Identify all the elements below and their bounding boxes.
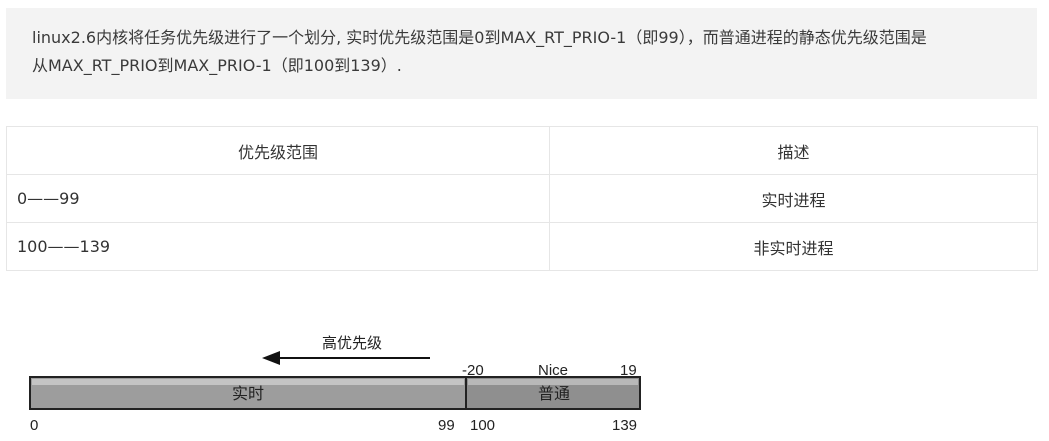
tick-139: 139 [612,417,637,434]
note-line-1: linux2.6内核将任务优先级进行了一个划分, 实时优先级范围是0到MAX_R… [32,28,927,47]
note-box: linux2.6内核将任务优先级进行了一个划分, 实时优先级范围是0到MAX_R… [6,8,1037,99]
note-line-2: 从MAX_RT_PRIO到MAX_PRIO-1（即100到139）. [32,56,402,75]
header-priority-range: 优先级范围 [6,126,550,175]
nice-label: Nice [538,362,568,379]
header-description: 描述 [549,126,1038,175]
table-row: 100——139 非实时进程 [6,222,1038,271]
nice-min-label: -20 [462,362,484,379]
priority-diagram: 高优先级 -20 Nice 19 实时 普通 0 99 100 139 [29,335,641,434]
table-header-row: 优先级范围 描述 [6,126,1038,175]
cell-description: 实时进程 [549,174,1038,223]
cell-range: 0——99 [6,174,550,223]
priority-table: 优先级范围 描述 0——99 实时进程 100——139 非实时进程 [6,126,1038,271]
tick-99: 99 [438,417,455,434]
realtime-label: 实时 [232,385,264,403]
tick-0: 0 [30,417,38,434]
cell-description: 非实时进程 [549,222,1038,271]
cell-range: 100——139 [6,222,550,271]
high-priority-arrow [262,351,430,365]
nice-max-label: 19 [620,362,637,379]
table-row: 0——99 实时进程 [6,174,1038,223]
tick-100: 100 [470,417,495,434]
high-priority-label: 高优先级 [322,335,382,352]
normal-label: 普通 [538,385,570,403]
